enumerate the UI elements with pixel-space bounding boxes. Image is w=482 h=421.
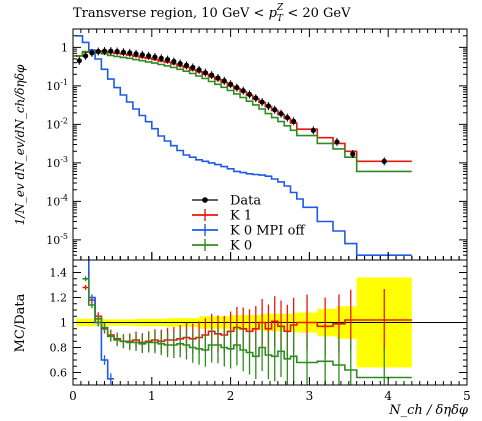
y-tick-label: 1: [61, 41, 68, 54]
ratio-y-tick-label: 1.4: [50, 267, 68, 280]
series-data: [76, 47, 387, 166]
ratio-y-tick-label: 0.8: [50, 342, 68, 355]
data-point: [278, 111, 284, 117]
data-point: [120, 49, 127, 55]
data-point: [114, 48, 120, 55]
x-axis: 0 1 2 3 4 5: [69, 29, 471, 403]
y-axis-label: 1/N_ev dN_ev/dN_ch/δηδφ: [13, 64, 27, 225]
data-point: [221, 78, 227, 84]
data-point: [215, 75, 221, 81]
legend-label: K 0 MPI off: [230, 224, 306, 239]
data-point: [158, 55, 164, 61]
title-superscript: Z: [276, 3, 284, 13]
legend-item: K 1: [192, 209, 252, 224]
data-point: [83, 53, 89, 59]
data-point: [209, 72, 215, 78]
legend-label: K 0: [230, 239, 252, 254]
data-point: [240, 88, 246, 94]
ratio-axis-label: MC/Data: [13, 293, 28, 352]
title-variable: p: [269, 6, 278, 21]
ratio-k-0: [82, 278, 412, 379]
data-point: [139, 52, 145, 58]
legend-item: K 0: [192, 239, 252, 254]
series-k-1: [76, 50, 412, 163]
ratio-y-tick-label: 1: [60, 317, 67, 330]
data-point: [272, 107, 278, 113]
data-point: [183, 62, 190, 69]
series-k-0: [76, 50, 412, 173]
data-point: [310, 127, 316, 133]
ratio-y-axis: 0.6 0.8 1 1.2 1.4: [50, 259, 467, 386]
x-tick-label: 5: [463, 389, 471, 403]
x-tick-label: 1: [148, 389, 156, 403]
data-point: [265, 103, 272, 109]
data-point: [234, 85, 240, 91]
data-point: [177, 60, 183, 67]
data-point: [284, 114, 290, 121]
chart-title: Transverse region, 10 GeV < pTZ < 20 GeV: [73, 3, 351, 24]
data-point: [196, 67, 202, 73]
data-point: [253, 95, 259, 101]
data-point: [133, 51, 139, 57]
data-point: [146, 53, 152, 59]
data-point: [291, 118, 297, 124]
title-prefix: Transverse region, 10 GeV <: [73, 6, 269, 21]
y-tick-label: 10-4: [46, 193, 68, 208]
data-point: [334, 139, 340, 145]
data-point: [76, 58, 82, 64]
data-point: [95, 48, 101, 55]
y-tick-label: 10-5: [46, 232, 68, 247]
y-tick-label: 10-2: [46, 116, 68, 131]
y-axis: 1 10-1 10-2 10-3 10-4 10-5: [46, 28, 467, 261]
legend-label: K 1: [230, 209, 252, 224]
ratio-k-0-error-bars: [84, 276, 385, 385]
legend-label: Data: [230, 194, 261, 209]
series-k-0-mpi-off: [76, 35, 412, 256]
ratio-y-tick-label: 1.2: [50, 292, 68, 305]
y-tick-label: 10-1: [46, 78, 68, 93]
x-axis-label: N_ch / δηδφ: [388, 403, 469, 418]
data-point: [152, 54, 158, 60]
data-point: [350, 151, 356, 157]
title-subscript: T: [277, 14, 284, 24]
ratio-y-tick-label: 0.6: [50, 367, 68, 380]
data-point: [101, 48, 108, 54]
legend-item: K 0 MPI off: [192, 224, 306, 239]
data-point: [381, 158, 387, 164]
data-point: [127, 50, 133, 56]
data-point: [259, 99, 265, 105]
legend-marker: [202, 197, 208, 203]
x-tick-label: 4: [384, 389, 392, 403]
legend-item: Data: [192, 194, 261, 209]
data-point: [228, 81, 234, 87]
ratio-axis-label-text: MC/Data: [13, 293, 28, 352]
data-point: [202, 70, 208, 76]
data-point: [190, 64, 196, 71]
y-tick-label: 10-3: [46, 155, 68, 170]
x-tick-label: 2: [227, 389, 235, 403]
title-suffix: < 20 GeV: [283, 6, 351, 21]
data-point: [246, 91, 253, 98]
y-axis-label-text: 1/N_ev dN_ev/dN_ch/δηδφ: [13, 64, 27, 225]
data-point: [164, 57, 171, 63]
data-point: [89, 50, 95, 56]
x-tick-label: 0: [69, 389, 77, 403]
data-point: [108, 48, 114, 54]
x-tick-label: 3: [306, 389, 314, 403]
data-point: [171, 58, 177, 65]
